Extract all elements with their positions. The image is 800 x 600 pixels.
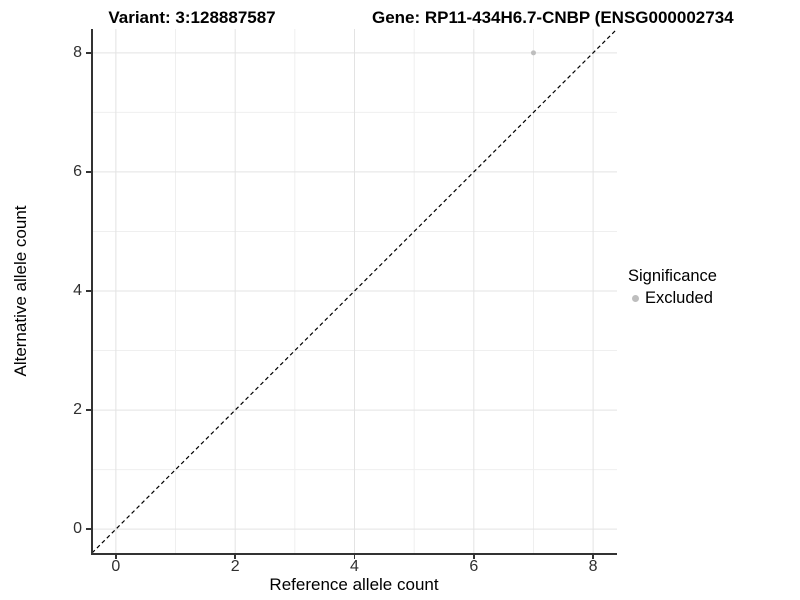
y-axis-line <box>91 29 93 554</box>
legend: Significance Excluded <box>628 266 717 307</box>
legend-item-label: Excluded <box>645 289 713 307</box>
data-point <box>530 50 536 56</box>
y-tick-mark <box>86 290 91 292</box>
y-tick-label: 4 <box>73 282 82 299</box>
x-tick-label: 6 <box>469 558 479 575</box>
x-tick-label: 4 <box>350 558 359 575</box>
x-tick-label: 8 <box>588 558 598 575</box>
plot-panel <box>92 29 617 553</box>
legend-item-excluded: Excluded <box>632 289 717 307</box>
y-axis-label: Alternative allele count <box>11 205 30 377</box>
y-tick-label: 8 <box>73 43 82 61</box>
identity-reference-line <box>92 29 617 553</box>
y-tick-label: 6 <box>73 162 82 180</box>
y-tick-mark <box>86 52 91 54</box>
gene-title: Gene: RP11-434H6.7-CNBP (ENSG000002734 <box>372 8 734 27</box>
excluded-point-icon <box>632 294 639 302</box>
plot-area <box>92 29 617 553</box>
y-tick-mark <box>86 409 91 411</box>
x-tick-label: 2 <box>230 558 240 575</box>
legend-title: Significance <box>628 267 717 285</box>
x-tick-mark <box>592 554 594 559</box>
x-tick-mark <box>115 554 117 559</box>
x-axis-line <box>91 553 617 555</box>
y-tick-mark <box>86 528 91 530</box>
x-tick-label: 0 <box>111 558 121 575</box>
y-tick-label: 0 <box>73 520 82 538</box>
x-tick-mark <box>353 554 356 559</box>
y-tick-label: 2 <box>73 401 82 419</box>
variant-title: Variant: 3:128887587 <box>108 8 276 27</box>
x-tick-mark <box>473 554 475 559</box>
x-axis-label: Reference allele count <box>269 575 439 594</box>
y-tick-mark <box>86 171 91 173</box>
x-tick-mark <box>234 554 236 559</box>
